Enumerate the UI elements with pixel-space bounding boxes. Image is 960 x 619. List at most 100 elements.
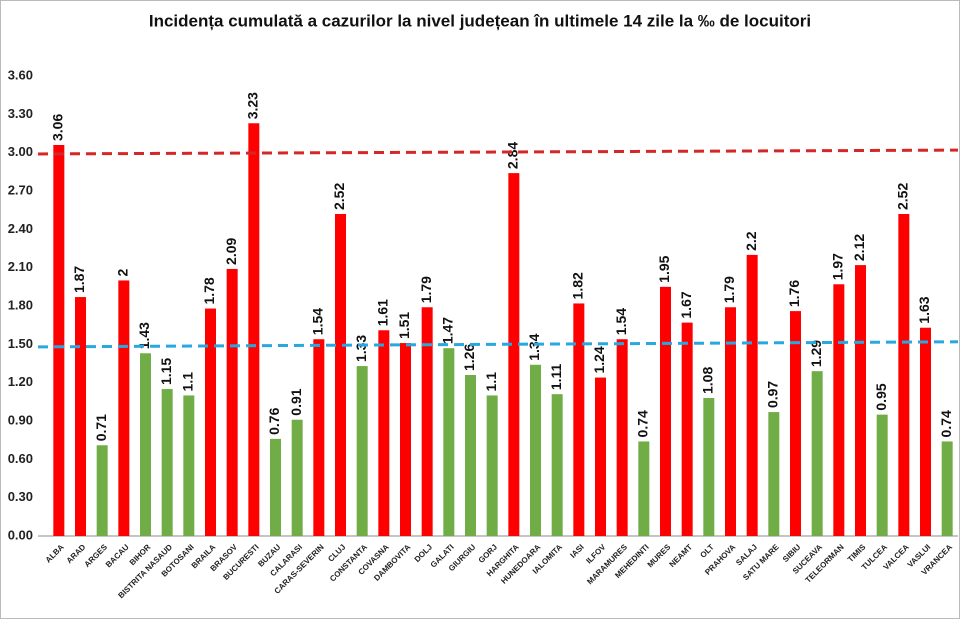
value-label: 1.26	[461, 344, 477, 371]
bar	[725, 307, 736, 536]
bar	[53, 145, 65, 536]
y-tick-label: 3.30	[8, 106, 33, 121]
bar	[400, 343, 411, 536]
value-label: 0.74	[635, 410, 651, 437]
y-tick-label: 2.40	[8, 221, 33, 236]
bar	[356, 366, 368, 536]
value-label: 2	[115, 268, 131, 276]
bar	[898, 214, 910, 536]
bar	[833, 284, 845, 536]
y-tick-label: 0.30	[8, 489, 33, 504]
value-label: 1.67	[678, 291, 694, 318]
bar	[746, 254, 758, 536]
bar	[551, 394, 563, 536]
bar	[790, 311, 801, 536]
bar	[183, 395, 195, 536]
value-label: 1.1	[180, 372, 196, 392]
bar	[465, 375, 476, 536]
value-label: 1.76	[786, 280, 802, 307]
y-tick-label: 3.00	[8, 144, 33, 159]
bar	[811, 371, 823, 536]
y-tick-label: 2.70	[8, 182, 33, 197]
value-label: 1.61	[375, 299, 391, 326]
y-tick-label: 2.10	[8, 259, 33, 274]
bar	[161, 389, 173, 536]
value-label: 0.91	[288, 388, 304, 415]
y-tick-label: 0.60	[8, 451, 33, 466]
value-label: 2.12	[851, 234, 867, 261]
value-label: 3.23	[245, 92, 261, 119]
value-label: 1.51	[396, 312, 412, 339]
bar	[855, 265, 866, 536]
bar	[681, 322, 693, 536]
bar	[313, 339, 325, 536]
bar	[270, 438, 281, 536]
bar	[530, 364, 541, 536]
bar	[941, 441, 953, 536]
value-label: 1.15	[158, 358, 174, 385]
value-label: 1.24	[591, 346, 607, 373]
bar	[248, 123, 260, 537]
bar	[616, 339, 628, 536]
value-label: 2.09	[223, 237, 239, 264]
value-label: 0.74	[938, 410, 954, 437]
value-label: 1.82	[570, 272, 586, 299]
bar	[118, 280, 130, 536]
chart-title: Incidența cumulată a cazurilor la nivel …	[149, 11, 811, 30]
value-label: 1.97	[830, 253, 846, 280]
value-label: 0.95	[873, 383, 889, 410]
value-label: 1.34	[526, 333, 542, 360]
value-label: 1.79	[721, 276, 737, 303]
bar	[703, 398, 715, 536]
reference-line	[37, 148, 959, 156]
value-label: 1.29	[808, 340, 824, 367]
value-label: 1.08	[700, 367, 716, 394]
value-label: 1.95	[656, 255, 672, 282]
value-label: 2.2	[743, 231, 759, 251]
bar	[226, 268, 238, 536]
bar	[595, 377, 606, 536]
bar	[421, 307, 433, 536]
value-label: 1.33	[353, 335, 369, 362]
value-label: 1.63	[916, 296, 932, 323]
value-label: 1.11	[548, 363, 564, 390]
value-label: 0.71	[93, 414, 109, 441]
bar	[573, 303, 585, 536]
y-tick-label: 1.80	[8, 297, 33, 312]
bar	[335, 214, 346, 536]
value-label: 1.87	[71, 266, 87, 293]
y-tick-label: 1.20	[8, 374, 33, 389]
bar	[96, 445, 108, 536]
value-label: 1.54	[613, 308, 629, 335]
y-tick-label: 1.50	[8, 336, 33, 351]
value-label: 1.79	[418, 276, 434, 303]
bar	[378, 330, 390, 536]
value-label: 0.97	[765, 381, 781, 408]
bar	[508, 173, 520, 536]
value-label: 1.43	[136, 322, 152, 349]
y-tick-label: 0.00	[8, 527, 33, 542]
value-label: 1.78	[201, 277, 217, 304]
value-label: 2.52	[331, 183, 347, 210]
value-label: 3.06	[50, 114, 66, 141]
value-label: 2.84	[505, 142, 521, 169]
reference-line	[37, 340, 959, 349]
bar	[920, 327, 931, 536]
value-label: 2.52	[895, 183, 911, 210]
value-label: 1.47	[440, 317, 456, 344]
value-label: 0.76	[266, 407, 282, 434]
bar	[443, 348, 455, 536]
y-tick-label: 3.60	[8, 67, 33, 82]
bar	[75, 297, 86, 536]
bar	[291, 419, 303, 536]
value-label: 1.1	[483, 372, 499, 392]
bar	[205, 308, 216, 536]
bar	[876, 414, 888, 536]
bar	[486, 395, 498, 536]
bar	[638, 441, 650, 536]
bar	[660, 286, 671, 536]
bar	[140, 353, 151, 536]
bar	[768, 412, 780, 536]
